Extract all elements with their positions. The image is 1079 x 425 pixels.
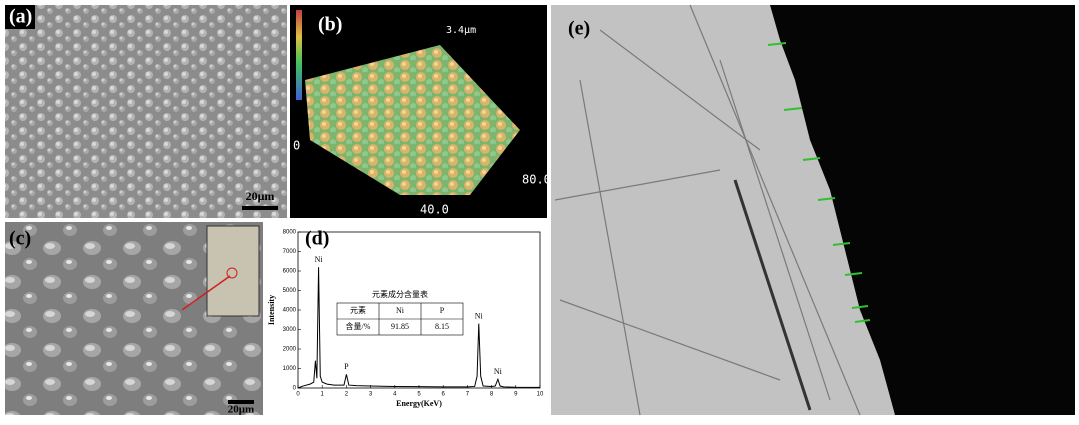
y-tick-label: 4000 — [283, 308, 297, 314]
y-tick-label: 5000 — [283, 288, 297, 294]
scale-bar-label: 20μm — [228, 404, 254, 416]
table-cell: 含量/% — [346, 321, 371, 331]
table-cell: Ni — [396, 306, 405, 315]
axis-label: 0 — [293, 139, 300, 153]
table-title: 元素成分含量表 — [372, 289, 428, 299]
panel-label: (e) — [568, 18, 590, 40]
table-cell: 8.15 — [435, 322, 449, 331]
color-bar — [296, 10, 302, 100]
y-tick-label: 3000 — [283, 327, 297, 333]
y-axis-label: Intensity — [267, 295, 276, 325]
scale-bar-label: 20μm — [246, 189, 275, 203]
y-tick-label: 7000 — [283, 249, 297, 255]
scale-bar — [242, 206, 278, 210]
peak-label: P — [344, 362, 349, 371]
x-tick-label: 10 — [537, 392, 544, 398]
peak-label: Ni — [475, 311, 484, 320]
x-axis-label: Energy(KeV) — [396, 399, 442, 408]
panel-label: (d) — [305, 228, 329, 250]
y-tick-label: 8000 — [283, 230, 297, 236]
panel-label: (a) — [9, 6, 32, 28]
figure: (a) 20μm (b) 3.4μm 0 80.0 40.0 (c) 20μm … — [0, 0, 1079, 420]
table-cell: 91.85 — [391, 322, 409, 331]
table-cell: P — [440, 306, 445, 315]
panel-label: (c) — [9, 228, 31, 250]
y-tick-label: 6000 — [283, 269, 297, 275]
peak-label: Ni — [315, 255, 324, 264]
inset-image — [207, 226, 259, 316]
axis-label: 40.0 — [420, 203, 449, 217]
axis-label: 3.4μm — [446, 25, 476, 36]
panel-label: (b) — [318, 14, 342, 36]
axis-label: 80.0 — [522, 173, 551, 187]
sem-image-a — [5, 5, 287, 218]
table-cell: 元素 — [350, 305, 366, 315]
page: (a) 20μm (b) 3.4μm 0 80.0 40.0 (c) 20μm … — [0, 0, 1079, 420]
y-tick-label: 2000 — [283, 347, 297, 353]
peak-label: Ni — [494, 367, 503, 376]
y-tick-label: 1000 — [283, 366, 297, 372]
